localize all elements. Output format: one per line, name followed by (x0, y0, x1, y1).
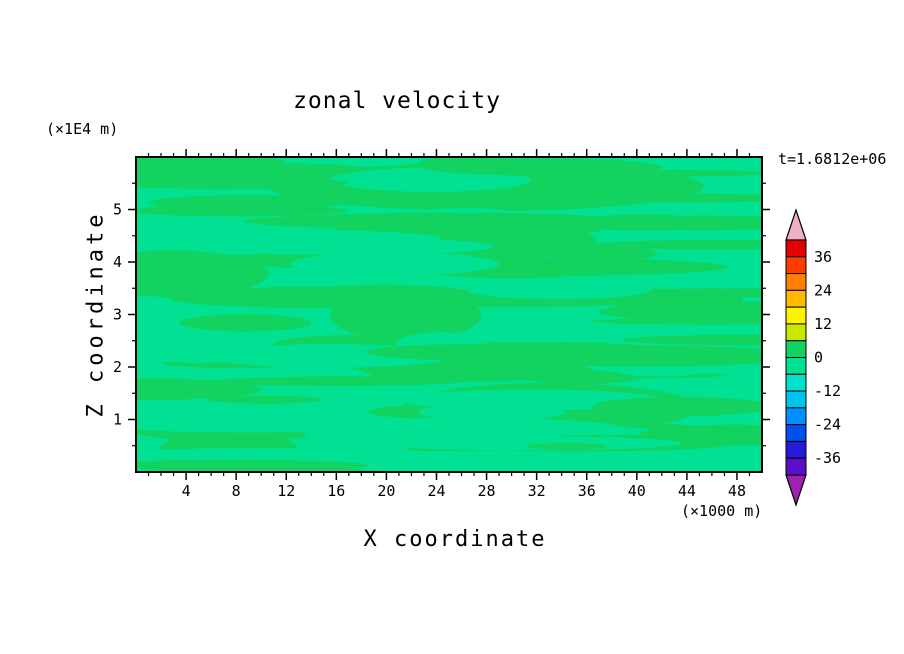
y-tick-label: 1 (113, 411, 122, 429)
colorbar-under-arrow (785, 474, 807, 507)
y-axis-title: Z coordinate (83, 210, 109, 418)
colorbar: 36 24 12 0 -12 -24 -36 (785, 208, 841, 507)
contour-field (136, 157, 762, 472)
colorbar-band (785, 323, 807, 342)
colorbar-band (785, 457, 807, 476)
x-tick-label: 12 (277, 482, 295, 500)
y-tick-label: 4 (113, 253, 122, 271)
colorbar-band (785, 239, 807, 258)
colorbar-band (785, 407, 807, 426)
colorbar-label: 0 (814, 349, 823, 367)
x-tick-label: 28 (478, 482, 496, 500)
x-tick-label: 24 (427, 482, 445, 500)
colorbar-band (785, 306, 807, 325)
colorbar-band (785, 273, 807, 291)
colorbar-band (785, 340, 807, 359)
x-tick-label: 48 (728, 482, 746, 500)
colorbar-band (785, 289, 807, 308)
x-tick-label: 36 (578, 482, 596, 500)
colorbar-label: 36 (814, 248, 832, 266)
colorbar-band (785, 440, 807, 459)
time-annotation: t=1.6812e+06 (778, 150, 887, 168)
colorbar-band (785, 256, 807, 275)
chart-title: zonal velocity (293, 88, 501, 114)
colorbar-band (785, 357, 807, 375)
x-tick-label: 44 (678, 482, 696, 500)
colorbar-label: -36 (814, 449, 841, 467)
y-axis-units: (×1E4 m) (46, 120, 119, 138)
x-tick-label: 4 (182, 482, 191, 500)
y-tick-label: 2 (113, 358, 122, 376)
x-axis-units: (×1000 m) (681, 502, 763, 520)
y-tick-label: 5 (113, 201, 122, 219)
x-tick-label: 20 (377, 482, 395, 500)
colorbar-label: 12 (814, 315, 832, 333)
x-tick-label: 40 (628, 482, 646, 500)
colorbar-label: -12 (814, 382, 841, 400)
x-tick-label: 8 (232, 482, 241, 500)
y-tick-label: 3 (113, 306, 122, 324)
x-tick-label: 16 (327, 482, 345, 500)
colorbar-label: -24 (814, 416, 841, 434)
colorbar-band (785, 424, 807, 442)
x-axis-title: X coordinate (363, 527, 547, 552)
colorbar-band (785, 390, 807, 409)
colorbar-band (785, 373, 807, 392)
colorbar-label: 24 (814, 281, 832, 299)
colorbar-over-arrow (785, 208, 807, 241)
x-tick-label: 32 (528, 482, 546, 500)
